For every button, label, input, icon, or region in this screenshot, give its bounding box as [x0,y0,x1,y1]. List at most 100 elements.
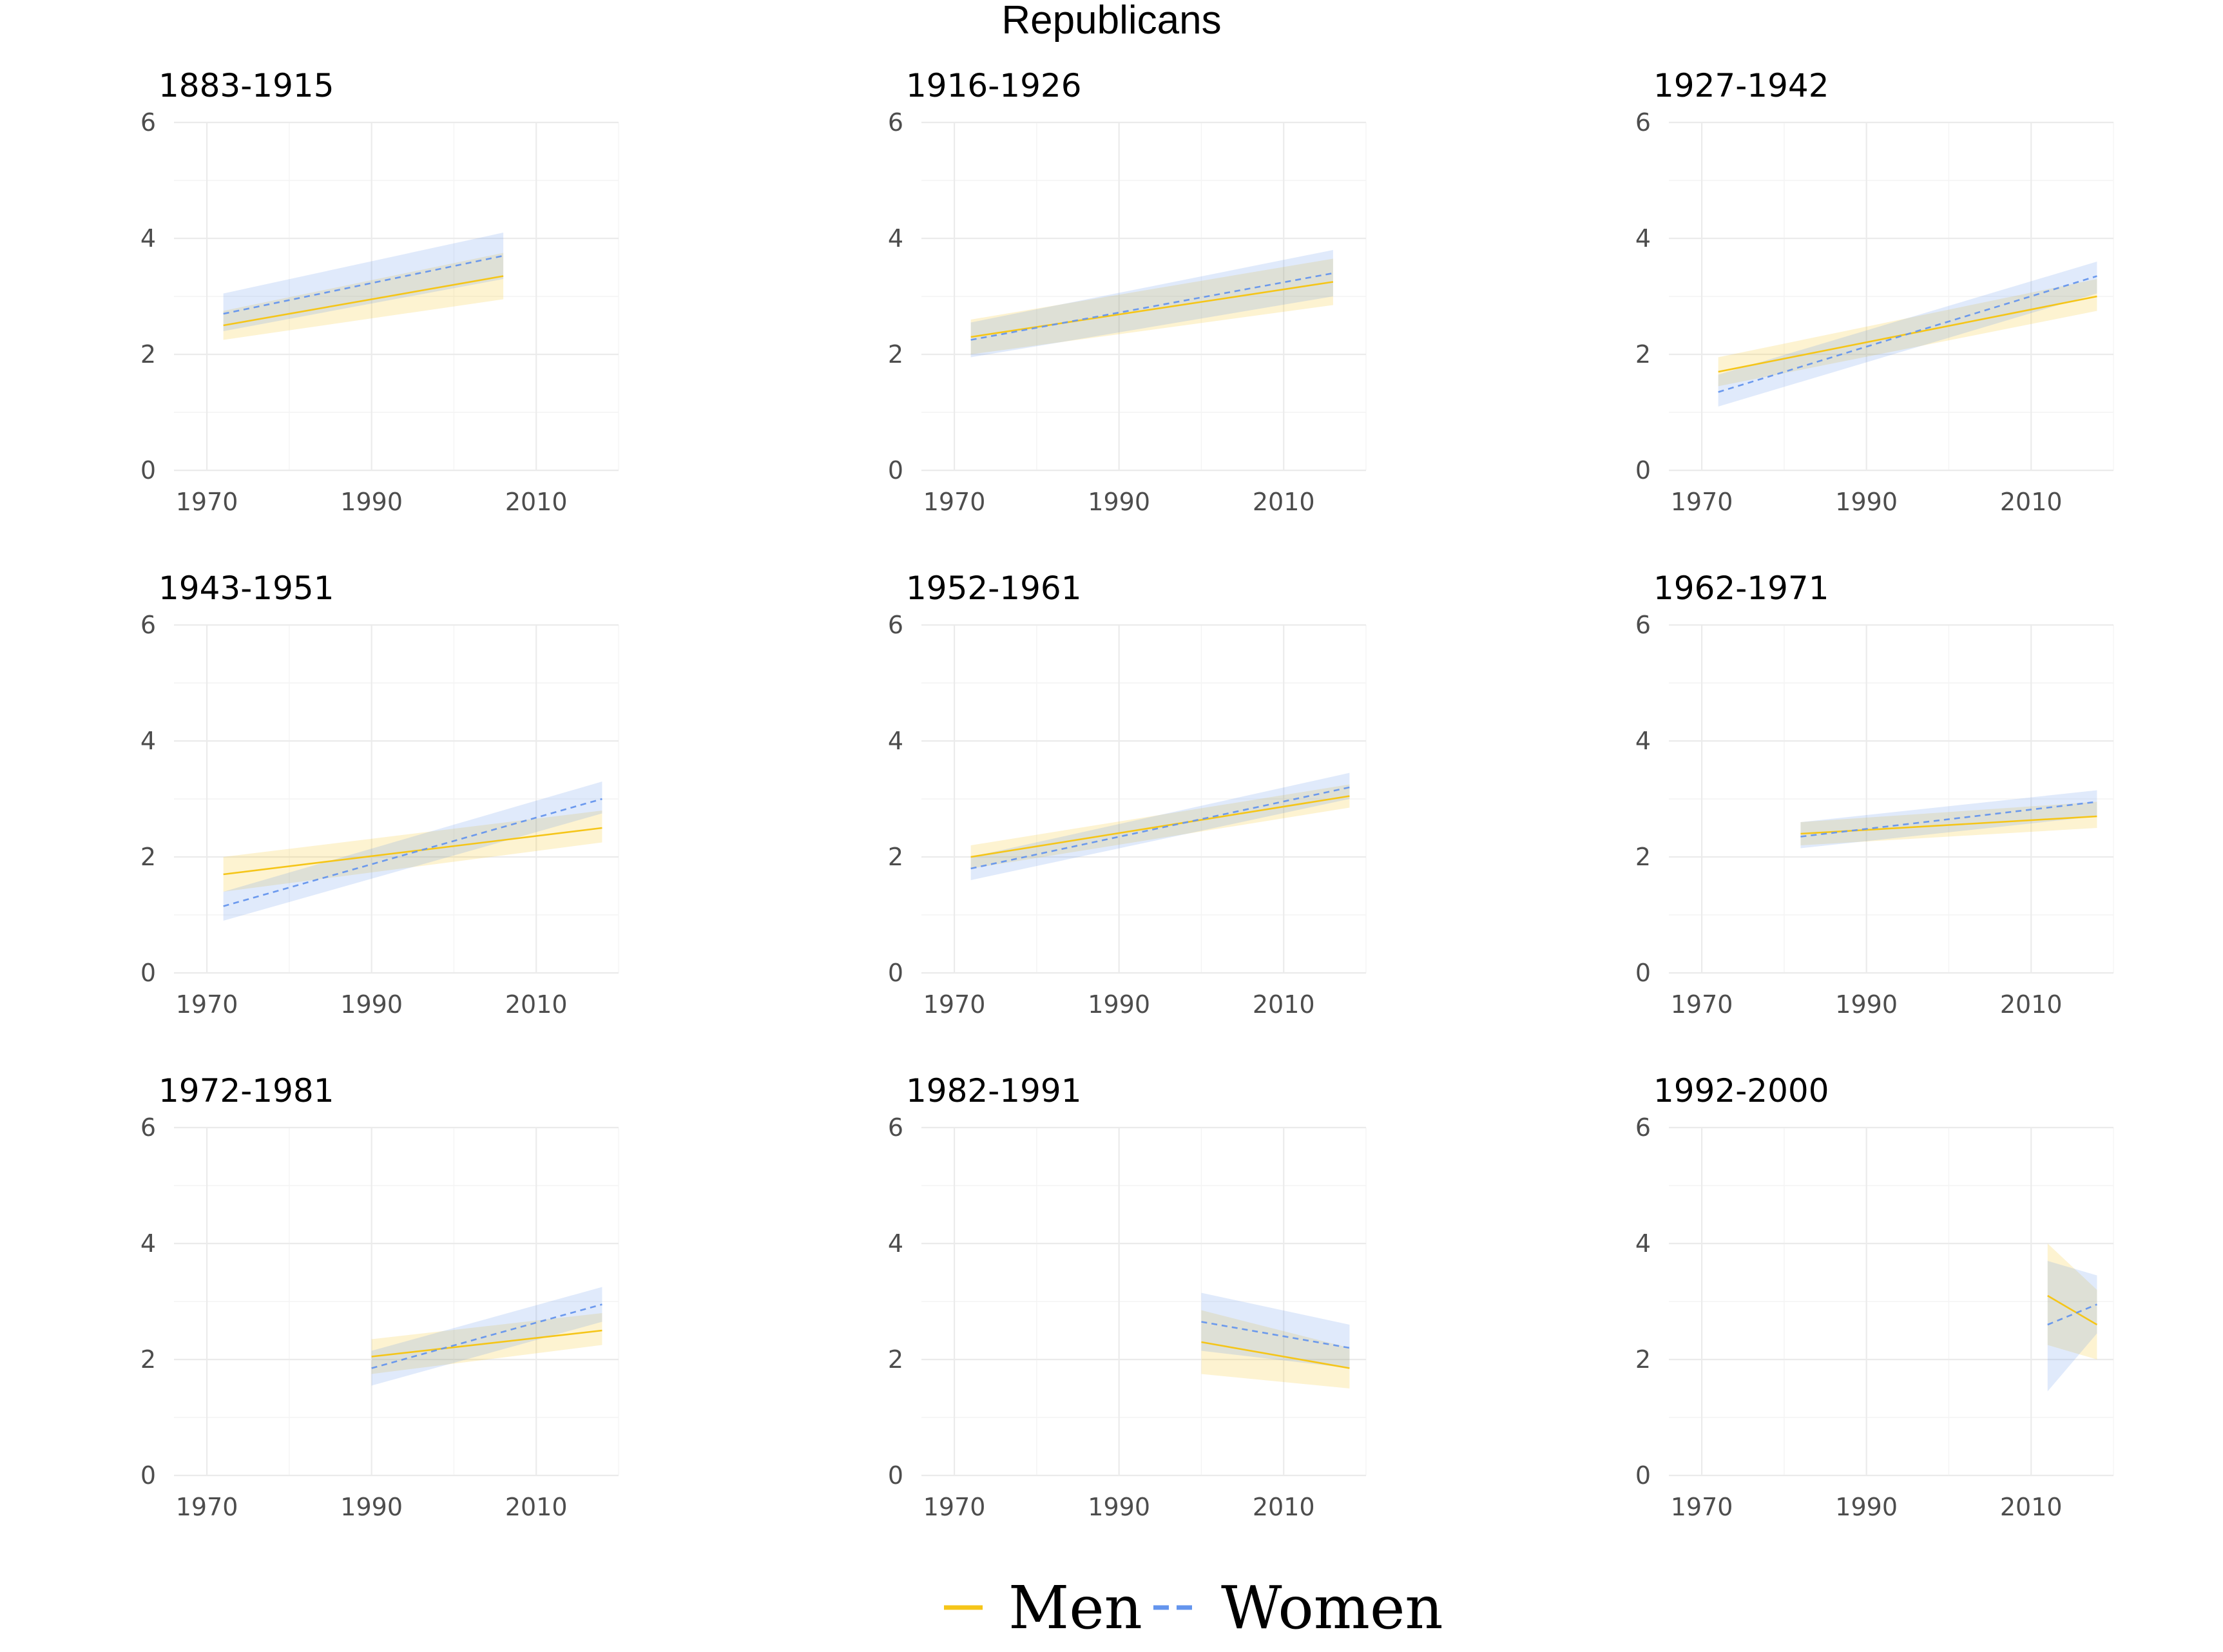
x-tick-label: 2010 [1253,990,1315,1019]
x-tick-label: 1990 [340,990,403,1019]
confidence-band-men [2047,1244,2097,1359]
y-tick-label: 2 [1635,340,1651,369]
x-tick-label: 1990 [1835,1493,1898,1521]
x-tick-label: 1990 [340,1493,403,1521]
legend: Men Women [944,1573,1443,1642]
y-tick-label: 4 [140,1229,156,1258]
x-tick-label: 2010 [1253,1493,1315,1521]
y-tick-label: 4 [1635,727,1651,755]
trend-line-women [2047,1303,2097,1326]
confidence-band-men [1201,1310,1350,1388]
panel-title: 1952-1961 [906,570,1082,607]
x-tick-label: 1970 [923,1493,986,1521]
trend-line-men [970,281,1334,338]
confidence-band-men [223,253,504,340]
x-tick-label: 2010 [2000,990,2063,1019]
confidence-band-women [371,1287,602,1386]
x-tick-label: 1990 [1088,1493,1150,1521]
x-tick-label: 1990 [1088,990,1150,1019]
x-tick-label: 1990 [1835,488,1898,516]
y-tick-label: 4 [1635,1229,1651,1258]
y-tick-label: 0 [140,959,156,987]
trend-line-men [371,1329,602,1358]
trend-line-women [223,798,602,907]
y-tick-label: 6 [1635,1113,1651,1142]
x-tick-label: 2010 [1253,488,1315,516]
trend-line-women [1201,1321,1350,1349]
trend-line-men [1201,1341,1350,1369]
panel: 0 2 4 6 1970 1990 2010 1952-1961 [888,570,1367,1019]
x-tick-label: 2010 [2000,1493,2063,1521]
y-tick-label: 4 [140,727,156,755]
x-tick-label: 1970 [176,1493,238,1521]
y-tick-label: 2 [888,1345,903,1374]
trend-line-women [970,786,1350,870]
x-tick-label: 1970 [176,488,238,516]
confidence-band-women [2047,1261,2097,1392]
y-tick-label: 0 [888,959,903,987]
y-tick-label: 0 [1635,1461,1651,1490]
y-tick-label: 0 [888,456,903,485]
y-tick-label: 2 [1635,1345,1651,1374]
x-tick-label: 1970 [923,990,986,1019]
trend-line-men [1800,815,2097,835]
y-tick-label: 4 [888,224,903,253]
x-tick-label: 1970 [1671,1493,1733,1521]
panel: 0 2 4 6 1970 1990 2010 1943-1951 [140,570,619,1019]
y-tick-label: 6 [888,611,903,639]
y-tick-label: 0 [140,456,156,485]
panel-title: 1972-1981 [159,1072,334,1109]
y-tick-label: 4 [140,224,156,253]
legend-label-men: Men [1008,1573,1142,1642]
x-tick-label: 1990 [1088,488,1150,516]
y-tick-label: 4 [888,1229,903,1258]
confidence-band-men [1800,802,2097,845]
x-tick-label: 2010 [2000,488,2063,516]
y-tick-label: 0 [1635,959,1651,987]
trend-line-women [223,255,504,315]
panel: 0 2 4 6 1970 1990 2010 1992-2000 [1635,1072,2114,1521]
y-tick-label: 2 [140,340,156,369]
y-tick-label: 6 [888,108,903,137]
trend-line-men [223,275,504,327]
panel-title: 1943-1951 [159,570,334,607]
y-tick-label: 2 [140,1345,156,1374]
panel-title: 1916-1926 [906,67,1082,104]
y-tick-label: 2 [1635,843,1651,871]
y-tick-label: 6 [1635,611,1651,639]
x-tick-label: 2010 [505,1493,568,1521]
panel: 0 2 4 6 1970 1990 2010 1972-1981 [140,1072,619,1521]
x-tick-label: 1970 [1671,990,1733,1019]
x-tick-label: 1990 [340,488,403,516]
x-tick-label: 2010 [505,990,568,1019]
x-tick-label: 2010 [505,488,568,516]
panel: 0 2 4 6 1970 1990 2010 1927-1942 [1635,67,2114,516]
trend-line-women [1800,801,2097,838]
confidence-band-women [970,250,1333,358]
y-tick-label: 0 [140,1461,156,1490]
figure-title: Republicans [1001,0,1221,43]
trend-line-men [223,827,602,876]
trend-line-men [970,795,1350,858]
y-tick-label: 2 [140,843,156,871]
y-tick-label: 4 [1635,224,1651,253]
y-tick-label: 6 [140,611,156,639]
y-tick-label: 2 [888,843,903,871]
panel-title: 1883-1915 [159,67,334,104]
y-tick-label: 2 [888,340,903,369]
panel-title: 1992-2000 [1653,1072,1829,1109]
trend-line-men [2047,1294,2098,1326]
y-tick-label: 6 [888,1113,903,1142]
confidence-band-men [1718,279,2097,387]
panel-title: 1927-1942 [1653,67,1829,104]
y-tick-label: 6 [140,108,156,137]
y-tick-label: 0 [1635,456,1651,485]
panel: 0 2 4 6 1970 1990 2010 1962-1971 [1635,570,2114,1019]
panel: 0 2 4 6 1970 1990 2010 1982-1991 [888,1072,1367,1521]
y-tick-label: 6 [1635,108,1651,137]
x-tick-label: 1970 [176,990,238,1019]
trend-line-women [371,1303,602,1369]
x-tick-label: 1970 [923,488,986,516]
